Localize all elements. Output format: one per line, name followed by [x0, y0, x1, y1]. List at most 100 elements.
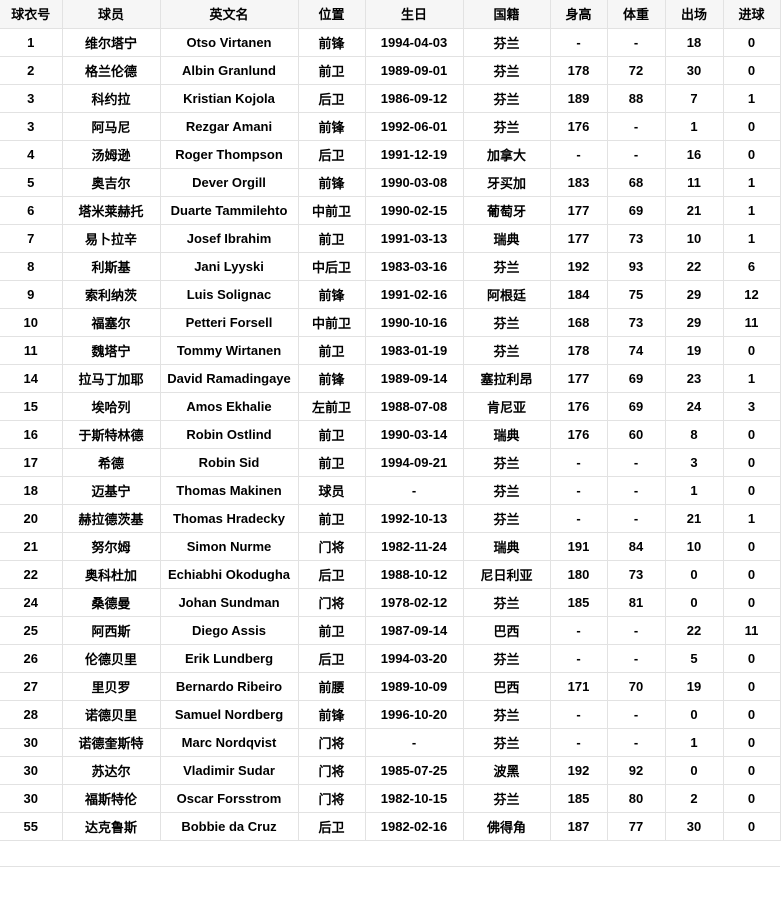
- cell-goals: 11: [723, 616, 781, 645]
- cell-appearances: 22: [665, 252, 724, 281]
- cell-appearances: 8: [665, 420, 724, 449]
- cell-birthday: 1982-11-24: [365, 532, 464, 561]
- cell-player-name: 阿西斯: [62, 616, 161, 645]
- cell-appearances: 18: [665, 28, 724, 57]
- cell-goals: 0: [723, 56, 781, 85]
- cell-nationality: 芬兰: [463, 700, 551, 729]
- table-row: 9 索利纳茨 Luis Solignac 前锋 1991-02-16 阿根廷 184 75 29…: [0, 280, 781, 309]
- cell-goals: 1: [723, 364, 781, 393]
- table-row: 16 于斯特林德 Robin Ostlind 前卫 1990-03-14 瑞典 176 60 8…: [0, 420, 781, 449]
- cell-birthday: 1991-12-19: [365, 140, 464, 169]
- column-header-english-name: 英文名: [160, 0, 299, 29]
- cell-nationality: 瑞典: [463, 420, 551, 449]
- cell-nationality: 芬兰: [463, 588, 551, 617]
- cell-height: -: [550, 476, 608, 505]
- cell-appearances: 19: [665, 336, 724, 365]
- cell-appearances: 10: [665, 532, 724, 561]
- table-row: 3 阿马尼 Rezgar Amani 前锋 1992-06-01 芬兰 176-1 0: [0, 112, 781, 141]
- table-row: 10 福塞尔 Petteri Forsell 中前卫 1990-10-16 芬兰 168 73…: [0, 308, 781, 337]
- cell-goals: 0: [723, 812, 781, 841]
- cell-birthday: 1988-07-08: [365, 392, 464, 421]
- cell-position: 门将: [298, 756, 366, 785]
- cell-birthday: 1992-10-13: [365, 504, 464, 533]
- cell-position: 前卫: [298, 420, 366, 449]
- cell-weight: 92: [607, 756, 666, 785]
- column-header-player-name: 球员: [62, 0, 161, 29]
- cell-weight: -: [607, 616, 666, 645]
- cell-jersey-number: 15: [0, 392, 63, 421]
- cell-birthday: 1978-02-12: [365, 588, 464, 617]
- cell-jersey-number: 27: [0, 672, 63, 701]
- cell-player-name: 福塞尔: [62, 308, 161, 337]
- cell-position: 前锋: [298, 700, 366, 729]
- cell-goals: 0: [723, 476, 781, 505]
- cell-player-name: 迈基宁: [62, 476, 161, 505]
- cell-english-name: Roger Thompson: [160, 140, 299, 169]
- cell-weight: 73: [607, 224, 666, 253]
- cell-nationality: 芬兰: [463, 28, 551, 57]
- cell-goals: 0: [723, 644, 781, 673]
- cell-birthday: 1994-09-21: [365, 448, 464, 477]
- cell-english-name: Vladimir Sudar: [160, 756, 299, 785]
- column-header-position: 位置: [298, 0, 366, 29]
- cell-height: -: [550, 700, 608, 729]
- cell-player-name: 诺德贝里: [62, 700, 161, 729]
- cell-weight: 93: [607, 252, 666, 281]
- cell-english-name: Thomas Makinen: [160, 476, 299, 505]
- cell-height: 176: [550, 392, 608, 421]
- cell-birthday: 1985-07-25: [365, 756, 464, 785]
- cell-position: 前锋: [298, 280, 366, 309]
- cell-appearances: 19: [665, 672, 724, 701]
- cell-appearances: 0: [665, 560, 724, 589]
- cell-player-name: 赫拉德茨基: [62, 504, 161, 533]
- cell-player-name: 塔米莱赫托: [62, 196, 161, 225]
- cell-nationality: 葡萄牙: [463, 196, 551, 225]
- cell-goals: 0: [723, 756, 781, 785]
- cell-nationality: 芬兰: [463, 112, 551, 141]
- cell-weight: 73: [607, 308, 666, 337]
- cell-position: 后卫: [298, 560, 366, 589]
- cell-appearances: 0: [665, 756, 724, 785]
- cell-position: 门将: [298, 588, 366, 617]
- cell-english-name: Tommy Wirtanen: [160, 336, 299, 365]
- cell-jersey-number: 20: [0, 504, 63, 533]
- cell-height: 185: [550, 784, 608, 813]
- cell-position: 门将: [298, 728, 366, 757]
- cell-height: 180: [550, 560, 608, 589]
- cell-weight: 80: [607, 784, 666, 813]
- cell-english-name: Dever Orgill: [160, 168, 299, 197]
- cell-weight: 74: [607, 336, 666, 365]
- cell-weight: 81: [607, 588, 666, 617]
- cell-appearances: 24: [665, 392, 724, 421]
- cell-nationality: 芬兰: [463, 504, 551, 533]
- cell-position: 前锋: [298, 168, 366, 197]
- cell-position: 前锋: [298, 112, 366, 141]
- cell-english-name: Thomas Hradecky: [160, 504, 299, 533]
- cell-jersey-number: 3: [0, 84, 63, 113]
- cell-weight: 75: [607, 280, 666, 309]
- cell-appearances: 30: [665, 812, 724, 841]
- cell-position: 门将: [298, 532, 366, 561]
- cell-goals: 1: [723, 84, 781, 113]
- cell-goals: 0: [723, 560, 781, 589]
- cell-position: 前卫: [298, 224, 366, 253]
- cell-goals: 0: [723, 112, 781, 141]
- cell-appearances: 10: [665, 224, 724, 253]
- cell-goals: 1: [723, 196, 781, 225]
- cell-weight: 77: [607, 812, 666, 841]
- cell-player-name: 阿马尼: [62, 112, 161, 141]
- cell-jersey-number: 1: [0, 28, 63, 57]
- cell-player-name: 易卜拉辛: [62, 224, 161, 253]
- cell-nationality: 阿根廷: [463, 280, 551, 309]
- cell-birthday: 1994-03-20: [365, 644, 464, 673]
- cell-player-name: 苏达尔: [62, 756, 161, 785]
- cell-birthday: -: [365, 728, 464, 757]
- cell-goals: 1: [723, 168, 781, 197]
- cell-player-name: 奥科杜加: [62, 560, 161, 589]
- table-row: 27 里贝罗 Bernardo Ribeiro 前腰 1989-10-09 巴西 171 70…: [0, 672, 781, 701]
- cell-player-name: 维尔塔宁: [62, 28, 161, 57]
- table-row: 1 维尔塔宁 Otso Virtanen 前锋 1994-04-03 芬兰 - -18 0: [0, 28, 781, 57]
- cell-goals: 1: [723, 224, 781, 253]
- cell-birthday: 1990-03-08: [365, 168, 464, 197]
- table-row: 30 福斯特伦 Oscar Forsstrom 门将 1982-10-15 芬兰 185 80…: [0, 784, 781, 813]
